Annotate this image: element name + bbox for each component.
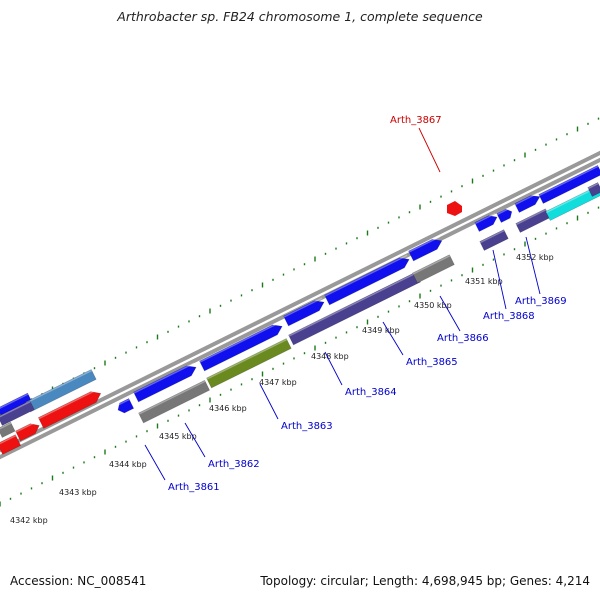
gene-labels: Arth_3861 Arth_3862 Arth_3863 Arth_3864 Arth… (144, 115, 567, 493)
gene-label[interactable]: Arth_3869 (515, 296, 567, 307)
gene-arrow-blue (283, 297, 325, 327)
topology-text: Topology: circular; Length: 4,698,945 bp… (260, 574, 590, 588)
gene-leader-line (184, 422, 206, 458)
gene-leader-line (259, 383, 279, 420)
gene-label[interactable]: Arth_3867 (390, 115, 442, 126)
gene-arrow-blue (538, 164, 600, 204)
gene-box-olive (206, 338, 292, 389)
gene-arrow-blue (199, 321, 283, 372)
kbp-label: 4346 kbp (209, 404, 247, 413)
kbp-label: 4352 kbp (516, 253, 554, 262)
gene-arrow-red (15, 420, 40, 442)
gene-arrow-red-arth-3867 (447, 201, 462, 216)
gene-arrow-red (37, 388, 102, 429)
gene-leader-line (418, 127, 441, 173)
gene-label[interactable]: Arth_3864 (345, 387, 397, 398)
gene-box-grey (138, 379, 210, 424)
kbp-label: 4342 kbp (10, 516, 48, 525)
kbp-label: 4344 kbp (109, 460, 147, 469)
kbp-label: 4345 kbp (159, 432, 197, 441)
gene-leader-line (439, 295, 461, 332)
gene-arrow-blue (514, 192, 541, 213)
backbone-outer (0, 150, 600, 453)
tick-marks (0, 117, 600, 507)
kbp-labels: 4342 kbp 4343 kbp 4344 kbp 4345 kbp 4346 kbp… (10, 253, 554, 525)
gene-arrow-blue (133, 362, 197, 403)
gene-label[interactable]: Arth_3862 (208, 459, 260, 470)
gene-arrow-blue (408, 236, 443, 262)
gene-features (0, 164, 600, 455)
gene-box-slate (479, 229, 509, 251)
map-title: Arthrobacter sp. FB24 chromosome 1, comp… (117, 9, 483, 24)
gene-arrow-blue (496, 207, 513, 223)
gene-leader-line (382, 321, 404, 356)
gene-leader-line (525, 236, 541, 295)
kbp-label: 4347 kbp (259, 378, 297, 387)
gene-leader-line (324, 351, 343, 386)
gene-box-slate (515, 208, 551, 233)
kbp-label: 4350 kbp (414, 301, 452, 310)
gene-box-slate (288, 271, 421, 346)
gene-arrow-slate (0, 400, 35, 426)
gene-leader-line (492, 249, 507, 310)
gene-label[interactable]: Arth_3863 (281, 421, 333, 432)
gene-arrow-blue (324, 254, 410, 306)
accession-text: Accession: NC_008541 (10, 574, 147, 588)
kbp-label: 4348 kbp (311, 352, 349, 361)
gene-box-grey (412, 254, 455, 284)
gene-box-grey (0, 421, 16, 438)
gene-label[interactable]: Arth_3865 (406, 357, 458, 368)
gene-arrow-blue (474, 212, 498, 232)
gene-arrow-blue (115, 398, 135, 414)
gene-leader-line (144, 444, 166, 481)
gene-label[interactable]: Arth_3868 (483, 311, 535, 322)
gene-arrow-red (0, 434, 22, 455)
kbp-label: 4349 kbp (362, 326, 400, 335)
kbp-label: 4343 kbp (59, 488, 97, 497)
gene-box-slate (587, 182, 600, 197)
gene-label[interactable]: Arth_3861 (168, 482, 220, 493)
gene-label[interactable]: Arth_3866 (437, 333, 489, 344)
kbp-label: 4351 kbp (465, 277, 503, 286)
